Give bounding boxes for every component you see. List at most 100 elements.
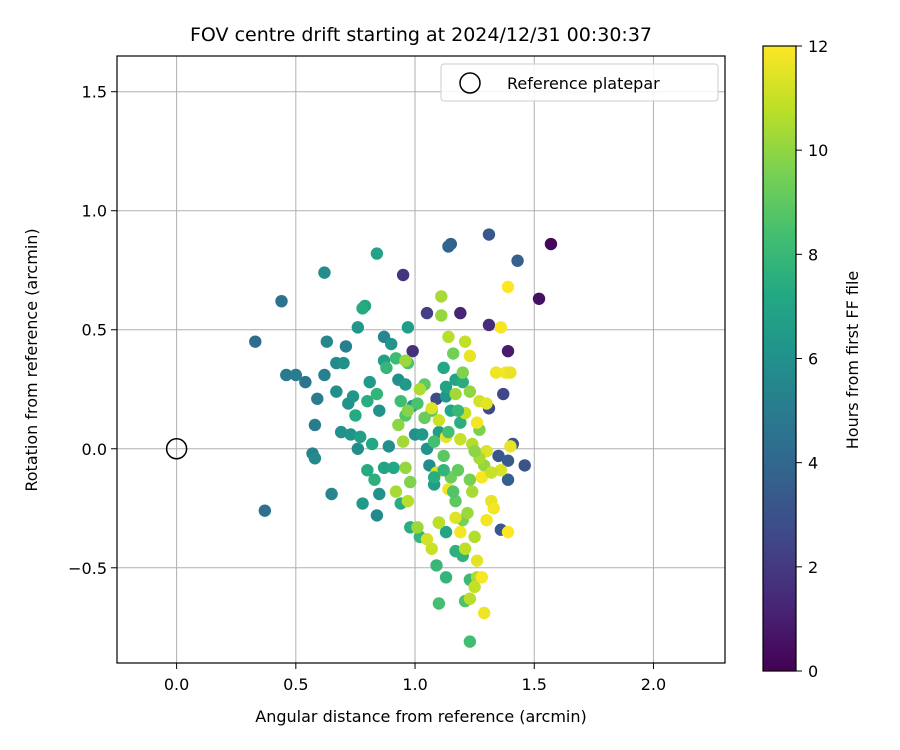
scatter-point	[427, 435, 441, 448]
scatter-point	[463, 473, 477, 486]
plot-frame	[116, 55, 726, 664]
scatter-point	[544, 237, 558, 251]
scatter-point	[494, 463, 508, 477]
x-axis-label: Angular distance from reference (arcmin)	[255, 707, 586, 726]
scatter-point	[418, 411, 431, 425]
scatter-point	[480, 513, 493, 527]
scatter-point	[389, 485, 403, 498]
scatter-point	[311, 392, 324, 405]
scatter-point	[337, 356, 350, 370]
scatter-point	[354, 430, 367, 444]
y-tick-label: −0.5	[68, 559, 107, 578]
scatter-point	[411, 397, 424, 410]
scatter-point	[437, 463, 450, 477]
scatter-point	[413, 383, 427, 396]
scatter-point	[289, 368, 303, 382]
scatter-point	[454, 306, 467, 320]
scatter-point	[380, 361, 393, 375]
scatter-point	[401, 321, 415, 334]
scatter-point	[470, 416, 484, 429]
colorbar: 0 2 4 6 8 10 12 Hours from first FF file	[762, 37, 862, 681]
scatter-point	[497, 387, 510, 401]
y-tick-label: 0.5	[82, 321, 107, 340]
colorbar-tick-label: 10	[808, 141, 828, 160]
scatter-point	[454, 433, 467, 446]
scatter-point	[480, 397, 493, 410]
scatter-point	[318, 266, 331, 279]
scatter-point	[475, 571, 488, 584]
colorbar-ticks: 0 2 4 6 8 10 12	[796, 37, 828, 681]
scatter-point	[420, 306, 434, 320]
scatter-point	[532, 292, 546, 305]
scatter-point	[439, 525, 453, 539]
scatter-point	[370, 247, 384, 260]
scatter-point	[299, 375, 312, 389]
scatter-point	[456, 375, 469, 389]
scatter-point	[494, 321, 508, 334]
scatter-point	[349, 409, 362, 422]
scatter-point	[330, 385, 343, 398]
scatter-point	[425, 542, 438, 555]
scatter-point	[351, 321, 365, 334]
scatter-point	[501, 344, 515, 358]
scatter-point	[504, 366, 517, 379]
scatter-point	[420, 533, 434, 546]
scatter-point	[449, 387, 462, 401]
scatter-point	[399, 354, 412, 367]
scatter-point	[363, 375, 376, 389]
y-axis-label: Rotation from reference (arcmin)	[22, 228, 41, 491]
scatter-point	[449, 494, 462, 508]
scatter-point	[454, 525, 467, 539]
scatter-point	[373, 404, 386, 417]
scatter-point	[356, 497, 369, 510]
scatter-point	[501, 454, 515, 467]
scatter-point	[458, 542, 472, 555]
scatter-point	[399, 378, 412, 391]
colorbar-label: Hours from first FF file	[843, 271, 862, 450]
scatter-point	[370, 509, 384, 522]
scatter-point	[446, 485, 460, 498]
scatter-point	[442, 330, 455, 344]
scatter-point	[394, 394, 407, 408]
scatter-point	[346, 390, 360, 403]
scatter-point	[439, 390, 453, 403]
scatter-point	[430, 559, 443, 572]
scatter-point	[468, 444, 481, 458]
x-tick-label: 2.0	[641, 675, 666, 694]
legend: Reference platepar	[440, 63, 719, 102]
scatter-point	[344, 428, 357, 441]
scatter-point	[501, 473, 515, 486]
scatter-point	[249, 335, 262, 348]
scatter-points	[249, 228, 558, 648]
y-axis: −0.5 0.0 0.5 1.0 1.5	[68, 83, 117, 578]
scatter-point	[501, 280, 515, 294]
colorbar-tick-label: 2	[808, 558, 818, 577]
scatter-point	[451, 463, 465, 477]
scatter-point	[439, 571, 453, 584]
scatter-point	[518, 459, 531, 472]
legend-marker	[459, 72, 481, 94]
chart-title: FOV centre drift starting at 2024/12/31 …	[190, 24, 652, 46]
y-tick-label: 1.0	[82, 202, 107, 221]
scatter-point	[399, 461, 412, 475]
scatter-point	[470, 554, 484, 567]
scatter-point	[427, 471, 441, 484]
x-tick-label: 1.5	[522, 675, 547, 694]
y-tick-label: 1.5	[82, 83, 107, 102]
scatter-point	[463, 349, 477, 363]
scatter-point	[318, 368, 331, 382]
scatter-point	[368, 473, 381, 486]
scatter-point	[482, 318, 496, 332]
x-tick-label: 0.0	[164, 675, 189, 694]
legend-box	[440, 63, 719, 102]
scatter-point	[437, 449, 450, 463]
scatter-point	[384, 337, 398, 351]
scatter-point	[439, 380, 453, 394]
scatter-point	[449, 511, 462, 524]
y-tick-label: 0.0	[82, 440, 107, 459]
colorbar-tick-label: 12	[808, 37, 828, 56]
scatter-point	[466, 485, 479, 498]
scatter-point	[320, 335, 334, 348]
scatter-point	[485, 466, 498, 479]
